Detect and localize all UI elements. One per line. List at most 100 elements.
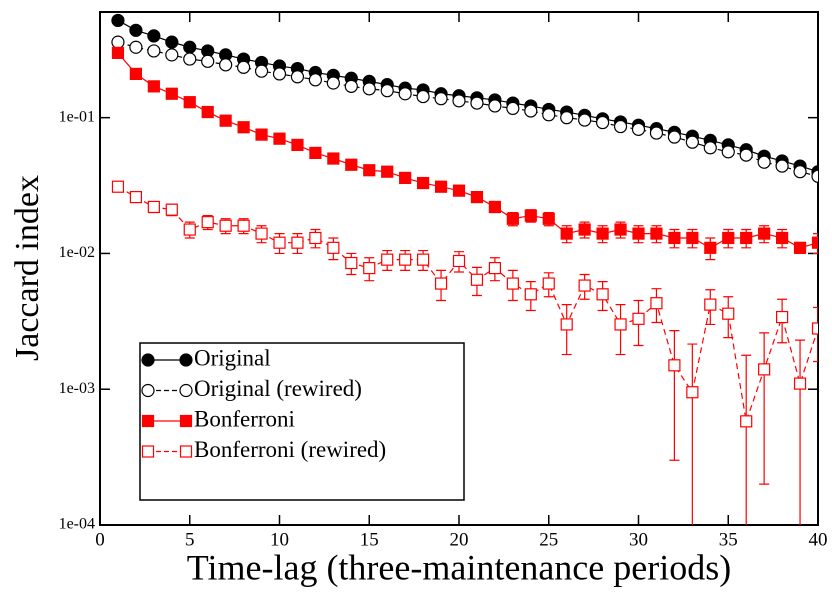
marker bbox=[811, 236, 818, 249]
error-bar bbox=[759, 332, 770, 485]
marker bbox=[147, 200, 160, 214]
y-tick-label: 1e-04 bbox=[59, 516, 95, 533]
marker bbox=[147, 80, 160, 93]
marker bbox=[578, 223, 591, 236]
marker bbox=[398, 87, 412, 101]
marker bbox=[793, 241, 807, 254]
marker bbox=[560, 111, 574, 125]
marker bbox=[381, 165, 394, 178]
legend-label: Original bbox=[194, 345, 271, 370]
marker bbox=[631, 122, 646, 136]
legend-label: Bonferroni (rewired) bbox=[194, 437, 386, 462]
x-tick-label: 40 bbox=[809, 529, 828, 550]
marker bbox=[201, 216, 214, 229]
marker bbox=[237, 219, 250, 232]
marker bbox=[488, 200, 501, 214]
x-axis-label: Time-lag (three-maintenance periods) bbox=[187, 547, 731, 587]
marker bbox=[362, 82, 376, 96]
x-tick-label: 35 bbox=[719, 529, 738, 550]
marker bbox=[542, 277, 555, 290]
marker bbox=[488, 261, 501, 275]
marker bbox=[488, 99, 502, 113]
marker bbox=[524, 104, 538, 118]
marker bbox=[632, 312, 645, 325]
marker bbox=[613, 119, 628, 134]
marker bbox=[165, 203, 178, 216]
marker bbox=[668, 231, 681, 245]
marker bbox=[417, 176, 430, 190]
legend-item: Bonferroni (rewired) bbox=[141, 437, 386, 462]
error-bar bbox=[687, 343, 698, 525]
marker bbox=[219, 219, 232, 232]
marker bbox=[399, 171, 412, 185]
legend-marker bbox=[141, 414, 155, 428]
marker bbox=[255, 227, 268, 240]
marker bbox=[327, 241, 340, 254]
marker bbox=[614, 223, 627, 236]
marker bbox=[542, 108, 556, 122]
marker bbox=[165, 48, 179, 62]
error-bar bbox=[741, 354, 752, 525]
series-line bbox=[117, 19, 818, 173]
marker bbox=[165, 35, 179, 49]
marker bbox=[775, 310, 789, 324]
marker bbox=[308, 73, 322, 87]
marker bbox=[147, 44, 161, 58]
marker bbox=[595, 115, 610, 130]
legend-label: Original (rewired) bbox=[194, 376, 362, 401]
marker bbox=[273, 132, 286, 145]
marker bbox=[291, 236, 304, 249]
marker bbox=[255, 128, 268, 141]
marker bbox=[811, 169, 818, 183]
x-tick-label: 5 bbox=[185, 529, 195, 550]
error-bar bbox=[669, 330, 680, 461]
marker bbox=[560, 227, 573, 240]
marker bbox=[775, 159, 789, 173]
marker bbox=[399, 253, 412, 266]
x-tick-label: 25 bbox=[539, 529, 558, 550]
marker bbox=[578, 279, 591, 292]
marker bbox=[165, 87, 178, 100]
marker bbox=[434, 92, 448, 106]
marker bbox=[434, 180, 448, 193]
marker bbox=[685, 135, 699, 149]
marker bbox=[758, 363, 771, 376]
series-line bbox=[117, 41, 818, 177]
x-tick-label: 0 bbox=[95, 529, 105, 550]
marker bbox=[272, 67, 287, 81]
marker bbox=[721, 145, 735, 159]
marker bbox=[560, 318, 573, 331]
x-tick-label: 30 bbox=[629, 529, 648, 550]
marker bbox=[129, 40, 143, 54]
legend-marker bbox=[141, 383, 155, 398]
marker bbox=[470, 273, 484, 286]
marker bbox=[740, 415, 753, 428]
marker bbox=[219, 114, 232, 127]
marker bbox=[417, 253, 430, 266]
error-bar bbox=[813, 306, 818, 363]
y-tick-label: 1e-01 bbox=[59, 108, 95, 125]
legend-item: Bonferroni bbox=[141, 406, 295, 431]
marker bbox=[434, 277, 448, 290]
marker bbox=[363, 261, 376, 275]
marker bbox=[704, 241, 717, 254]
marker bbox=[668, 359, 681, 372]
legend-marker bbox=[141, 353, 155, 367]
marker bbox=[309, 146, 322, 160]
y-tick-label: 1e-02 bbox=[59, 244, 95, 261]
marker bbox=[614, 318, 627, 331]
x-tick-label: 10 bbox=[270, 529, 289, 550]
marker bbox=[201, 105, 214, 119]
marker bbox=[596, 288, 609, 301]
y-tick-label: 1e-03 bbox=[59, 380, 95, 397]
x-tick-label: 20 bbox=[450, 529, 469, 550]
marker bbox=[291, 138, 304, 152]
marker bbox=[506, 277, 519, 290]
marker bbox=[363, 164, 376, 177]
marker bbox=[345, 158, 358, 171]
marker bbox=[380, 84, 394, 98]
plot-area bbox=[111, 13, 818, 525]
marker bbox=[309, 231, 322, 245]
marker bbox=[147, 29, 161, 43]
